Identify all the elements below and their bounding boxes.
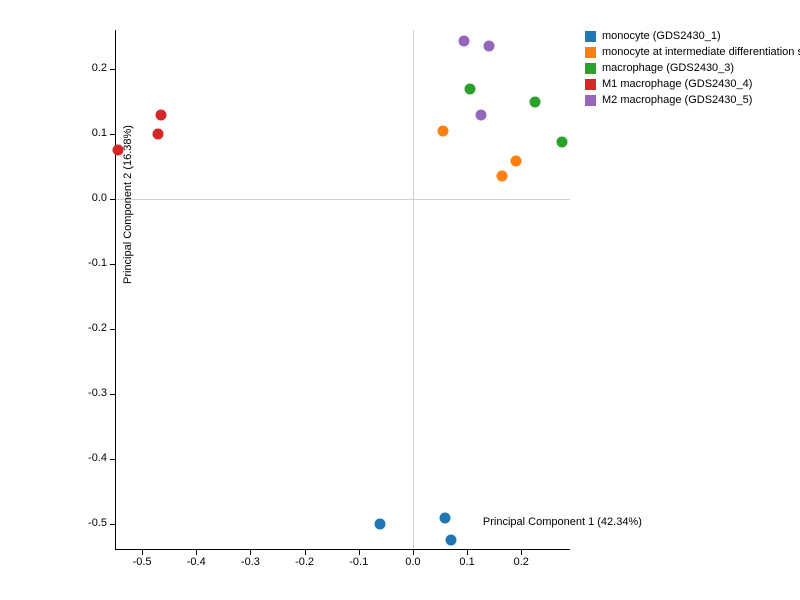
x-axis-label: Principal Component 1 (42.34%) — [483, 516, 642, 528]
data-point — [510, 156, 521, 167]
legend-item: monocyte at intermediate differentiation… — [585, 46, 800, 58]
legend-label: M2 macrophage (GDS2430_5) — [602, 94, 752, 106]
legend-swatch — [585, 79, 596, 90]
y-axis-label: Principal Component 2 (16.38%) — [122, 125, 134, 284]
data-point — [459, 36, 470, 47]
legend-label: M1 macrophage (GDS2430_4) — [602, 78, 752, 90]
legend-label: macrophage (GDS2430_3) — [602, 62, 734, 74]
data-point — [437, 125, 448, 136]
legend-item: monocyte (GDS2430_1) — [585, 30, 800, 42]
legend-item: M2 macrophage (GDS2430_5) — [585, 94, 800, 106]
legend-swatch — [585, 63, 596, 74]
legend-label: monocyte at intermediate differentiation… — [602, 46, 800, 58]
data-point — [112, 145, 123, 156]
data-point — [464, 83, 475, 94]
pca-scatter-plot: -0.5-0.4-0.3-0.2-0.10.00.10.2-0.5-0.4-0.… — [115, 30, 570, 550]
data-point — [483, 41, 494, 52]
data-point — [475, 109, 486, 120]
data-point — [153, 129, 164, 140]
legend-item: macrophage (GDS2430_3) — [585, 62, 800, 74]
legend-swatch — [585, 47, 596, 58]
data-point — [375, 519, 386, 530]
legend-swatch — [585, 95, 596, 106]
data-point — [156, 109, 167, 120]
data-point — [445, 535, 456, 546]
legend-item: M1 macrophage (GDS2430_4) — [585, 78, 800, 90]
legend-label: monocyte (GDS2430_1) — [602, 30, 721, 42]
data-point — [556, 136, 567, 147]
data-point — [497, 171, 508, 182]
legend: monocyte (GDS2430_1) monocyte at intermed… — [585, 30, 800, 106]
data-point — [529, 96, 540, 107]
legend-swatch — [585, 31, 596, 42]
data-point — [440, 512, 451, 523]
